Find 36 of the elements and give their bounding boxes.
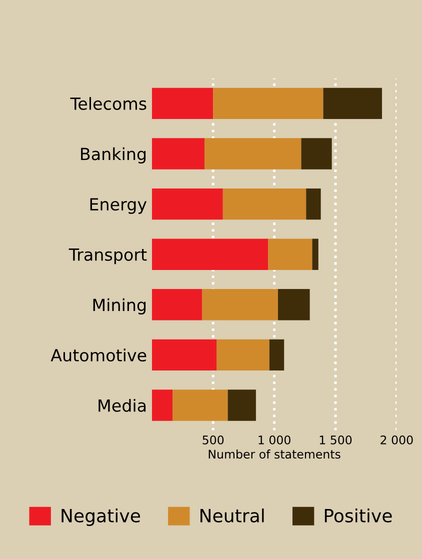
- y-tick-label: Energy: [90, 198, 147, 214]
- y-tick-label: Mining: [93, 298, 146, 314]
- x-tick-label: 500: [202, 436, 224, 444]
- bar: [312, 238, 318, 270]
- legend-label: Negative: [62, 508, 140, 526]
- bar: [202, 289, 278, 320]
- bar: [228, 390, 256, 421]
- bar: [152, 238, 268, 270]
- y-tick-label: Media: [98, 398, 146, 412]
- x-tick-label: 2 000: [380, 436, 413, 444]
- y-tick-label: Telecoms: [70, 97, 146, 110]
- bar: [152, 188, 223, 220]
- bar: [301, 138, 332, 170]
- bar: [152, 138, 205, 170]
- bar: [204, 138, 302, 170]
- x-tick-label: 1 000: [258, 436, 290, 444]
- bar: [152, 289, 202, 320]
- bar: [323, 88, 382, 120]
- bar: [269, 339, 284, 371]
- bar: [152, 339, 217, 371]
- bar: [152, 88, 214, 120]
- bar: [152, 390, 173, 421]
- bar: [306, 188, 321, 220]
- bar: [216, 339, 270, 371]
- y-tick-label: Banking: [81, 147, 146, 164]
- y-tick-label: Automotive: [50, 348, 146, 362]
- bar: [172, 390, 228, 421]
- x-tick-label: 1 500: [320, 436, 352, 444]
- x-axis-title: Number of statements: [208, 449, 340, 459]
- bar: [213, 88, 324, 120]
- bar: [278, 289, 310, 320]
- legend-label: Neutral: [200, 508, 264, 522]
- legend-label: Positive: [324, 508, 392, 522]
- y-tick-label: Transport: [68, 248, 147, 264]
- bar: [222, 188, 306, 220]
- bar: [268, 238, 312, 270]
